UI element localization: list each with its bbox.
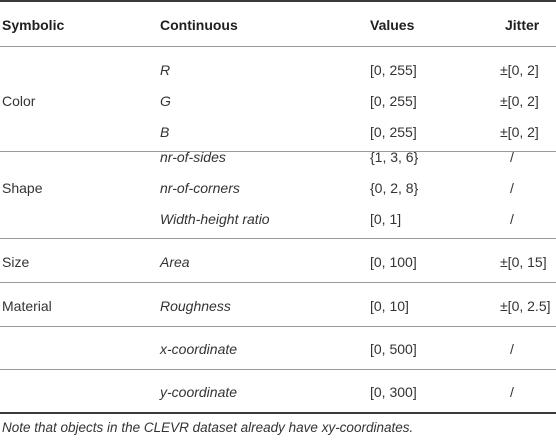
row-corners-continuous: nr-of-corners xyxy=(160,180,240,196)
row-corners-values: {0, 2, 8} xyxy=(370,180,419,196)
row-ratio-jitter: / xyxy=(510,211,514,227)
header-values: Values xyxy=(370,17,415,33)
row-r-values: [0, 255] xyxy=(370,62,417,78)
group-rule-x xyxy=(0,369,556,370)
group-rule-size xyxy=(0,282,556,283)
row-y-continuous: y-coordinate xyxy=(160,384,238,400)
row-roughness-values: [0, 10] xyxy=(370,298,409,314)
header-jitter: Jitter xyxy=(505,17,540,33)
row-area-jitter: ±[0, 15] xyxy=(500,254,547,270)
row-roughness-jitter: ±[0, 2.5] xyxy=(500,298,551,314)
group-label-material: Material xyxy=(2,298,52,314)
row-area-values: [0, 100] xyxy=(370,254,417,270)
header-symbolic: Symbolic xyxy=(2,17,65,33)
row-sides-jitter: / xyxy=(510,149,514,165)
group-rule-shape xyxy=(0,238,556,239)
table-header: Symbolic Continuous Values Jitter xyxy=(0,0,556,46)
row-x-values: [0, 500] xyxy=(370,341,417,357)
row-b-jitter: ±[0, 2] xyxy=(500,124,539,140)
row-r-continuous: R xyxy=(160,62,171,78)
row-x-continuous: x-coordinate xyxy=(160,341,238,357)
group-label-size: Size xyxy=(2,254,30,270)
row-g-continuous: G xyxy=(160,93,171,109)
header-rule xyxy=(0,46,556,47)
row-sides-values: {1, 3, 6} xyxy=(370,149,419,165)
row-y-values: [0, 300] xyxy=(370,384,417,400)
group-label-color: Color xyxy=(2,93,36,109)
row-g-jitter: ±[0, 2] xyxy=(500,93,539,109)
row-b-values: [0, 255] xyxy=(370,124,417,140)
row-area-continuous: Area xyxy=(160,254,190,270)
row-b-continuous: B xyxy=(160,124,170,140)
table-footnote: Note that objects in the CLEVR dataset a… xyxy=(2,420,414,435)
row-ratio-continuous: Width-height ratio xyxy=(160,211,270,227)
row-g-values: [0, 255] xyxy=(370,93,417,109)
table-bottom-rule xyxy=(0,412,556,414)
group-label-shape: Shape xyxy=(2,180,43,196)
row-y-jitter: / xyxy=(510,384,514,400)
row-roughness-continuous: Roughness xyxy=(160,298,231,314)
header-continuous: Continuous xyxy=(160,17,238,33)
row-r-jitter: ±[0, 2] xyxy=(500,62,539,78)
group-rule-material xyxy=(0,326,556,327)
row-sides-continuous: nr-of-sides xyxy=(160,149,226,165)
group-rule-color xyxy=(0,151,556,152)
row-x-jitter: / xyxy=(510,341,514,357)
row-ratio-values: [0, 1] xyxy=(370,211,402,227)
table-top-rule xyxy=(0,0,556,2)
row-corners-jitter: / xyxy=(510,180,514,196)
